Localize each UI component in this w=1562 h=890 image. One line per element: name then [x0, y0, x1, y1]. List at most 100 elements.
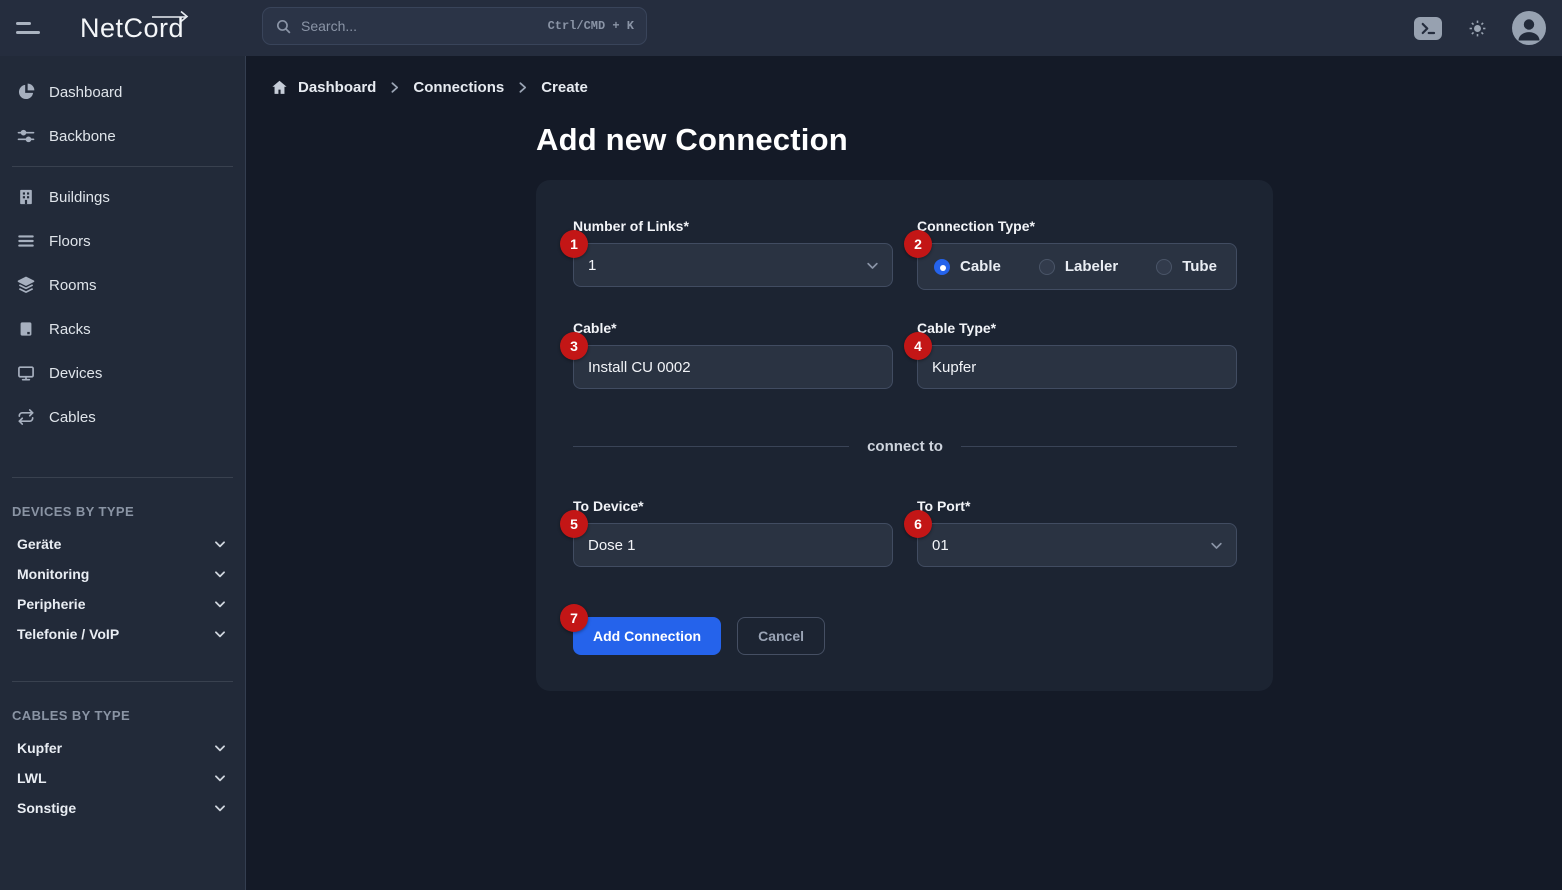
- field-label: Cable Type*: [917, 320, 997, 336]
- chevron-down-icon: [1209, 538, 1224, 553]
- logo-suffix: Cord: [124, 10, 189, 44]
- arrow-right-icon: [152, 10, 189, 22]
- sidebar-item-geraete[interactable]: Geräte: [0, 529, 245, 559]
- sun-icon[interactable]: [1466, 17, 1488, 39]
- user-avatar[interactable]: [1512, 11, 1546, 45]
- main-content: Dashboard Connections Create Add new Con…: [247, 56, 1562, 890]
- form-actions: 7 Add Connection Cancel: [560, 604, 1237, 655]
- sidebar-item-lwl[interactable]: LWL: [0, 763, 245, 793]
- sidebar-item-floors[interactable]: Floors: [0, 219, 245, 263]
- sidebar-item-rooms[interactable]: Rooms: [0, 263, 245, 307]
- monitor-icon: [16, 363, 36, 383]
- radio-label: Cable: [960, 258, 1001, 275]
- type-item-label: LWL: [17, 770, 47, 786]
- sidebar-item-label: Racks: [49, 320, 91, 338]
- sidebar-item-racks[interactable]: Racks: [0, 307, 245, 351]
- breadcrumb-item-dashboard[interactable]: Dashboard: [298, 79, 377, 96]
- divider-line: [573, 446, 850, 447]
- chevron-right-icon: [388, 81, 401, 94]
- search-shortcut-hint: Ctrl/CMD + K: [547, 19, 634, 33]
- sidebar-item-label: Floors: [49, 232, 91, 250]
- field-label: Cable*: [573, 320, 617, 336]
- type-item-label: Peripherie: [17, 596, 86, 612]
- cable-input[interactable]: [573, 345, 893, 389]
- sidebar-item-label: Rooms: [49, 276, 97, 294]
- lines-icon: [16, 231, 36, 251]
- chevron-down-icon: [213, 627, 227, 641]
- radio-label: Labeler: [1064, 258, 1119, 275]
- select-value: 1: [588, 256, 597, 274]
- type-item-label: Geräte: [17, 536, 62, 552]
- to-port-select[interactable]: 01: [917, 523, 1237, 567]
- breadcrumb: Dashboard Connections Create: [247, 56, 1562, 96]
- sidebar-item-label: Dashboard: [49, 83, 123, 101]
- connection-type-radio-group: Cable Labeler Tube: [917, 243, 1237, 290]
- add-connection-button[interactable]: Add Connection: [573, 617, 722, 655]
- radio-option-tube[interactable]: Tube: [1156, 258, 1217, 275]
- to-device-input[interactable]: [573, 523, 893, 567]
- sidebar-item-label: Cables: [49, 408, 96, 426]
- chevron-down-icon: [213, 771, 227, 785]
- field-label: To Port*: [917, 498, 971, 514]
- radio-unselected-icon[interactable]: [1156, 258, 1173, 275]
- radio-selected-icon[interactable]: [934, 258, 950, 275]
- field-to-device: To Device* 5: [560, 498, 893, 567]
- sidebar-item-dashboard[interactable]: Dashboard: [0, 70, 245, 114]
- top-bar: NetCord Ctrl/CMD + K: [0, 0, 1562, 56]
- sidebar-divider: [12, 166, 233, 167]
- connect-to-divider: connect to: [573, 438, 1237, 455]
- radio-unselected-icon[interactable]: [1038, 258, 1055, 275]
- sidebar: Dashboard Backbone Buildings Floors Room…: [0, 56, 246, 890]
- sliders-icon: [16, 126, 36, 146]
- field-cable-type: Cable Type* 4: [904, 320, 1237, 389]
- radio-option-cable[interactable]: Cable: [934, 258, 1001, 275]
- field-cable: Cable* 3: [560, 320, 893, 389]
- chevron-down-icon: [865, 258, 880, 273]
- field-number-of-links: Number of Links* 1 1: [560, 218, 893, 290]
- sidebar-item-peripherie[interactable]: Peripherie: [0, 589, 245, 619]
- sidebar-divider: [12, 681, 233, 682]
- field-connection-type: Connection Type* 2 Cable Labeler: [904, 218, 1237, 290]
- section-header-cables-by-type: CABLES BY TYPE: [12, 708, 131, 723]
- search-bar[interactable]: Ctrl/CMD + K: [262, 7, 647, 45]
- chevron-down-icon: [213, 741, 227, 755]
- app-logo: NetCord: [80, 10, 189, 44]
- sidebar-item-backbone[interactable]: Backbone: [0, 114, 245, 158]
- chevron-down-icon: [213, 801, 227, 815]
- home-icon[interactable]: [271, 79, 288, 96]
- chevron-down-icon: [213, 597, 227, 611]
- sidebar-item-kupfer[interactable]: Kupfer: [0, 733, 245, 763]
- terminal-icon[interactable]: [1414, 16, 1442, 40]
- radio-option-labeler[interactable]: Labeler: [1038, 258, 1119, 275]
- number-of-links-select[interactable]: 1: [573, 243, 893, 287]
- search-input[interactable]: [301, 18, 548, 34]
- sidebar-item-label: Devices: [49, 364, 103, 382]
- sidebar-item-devices[interactable]: Devices: [0, 351, 245, 395]
- select-value: 01: [932, 536, 949, 554]
- step-badge-1: 1: [560, 230, 588, 258]
- divider-label: connect to: [867, 438, 943, 455]
- chevron-down-icon: [213, 537, 227, 551]
- sidebar-item-cables[interactable]: Cables: [0, 395, 245, 439]
- chevron-down-icon: [213, 567, 227, 581]
- field-to-port: To Port* 6 01: [904, 498, 1237, 567]
- sidebar-divider: [12, 477, 233, 478]
- breadcrumb-item-connections[interactable]: Connections: [413, 79, 505, 96]
- menu-icon[interactable]: [6, 8, 50, 48]
- field-label: To Device*: [573, 498, 644, 514]
- sidebar-item-label: Buildings: [49, 188, 110, 206]
- cancel-button[interactable]: Cancel: [737, 617, 826, 655]
- sidebar-item-buildings[interactable]: Buildings: [0, 175, 245, 219]
- divider-line: [960, 446, 1237, 447]
- breadcrumb-item-create[interactable]: Create: [541, 79, 588, 96]
- sidebar-item-monitoring[interactable]: Monitoring: [0, 559, 245, 589]
- step-badge-6: 6: [904, 510, 932, 538]
- sidebar-item-telefonie-voip[interactable]: Telefonie / VoIP: [0, 619, 245, 649]
- rack-icon: [16, 319, 36, 339]
- type-item-label: Kupfer: [17, 740, 63, 756]
- cable-type-input[interactable]: [917, 345, 1237, 389]
- radio-label: Tube: [1182, 258, 1217, 275]
- logo-prefix: Net: [80, 12, 124, 43]
- sidebar-item-sonstige[interactable]: Sonstige: [0, 793, 245, 823]
- chevron-right-icon: [516, 81, 529, 94]
